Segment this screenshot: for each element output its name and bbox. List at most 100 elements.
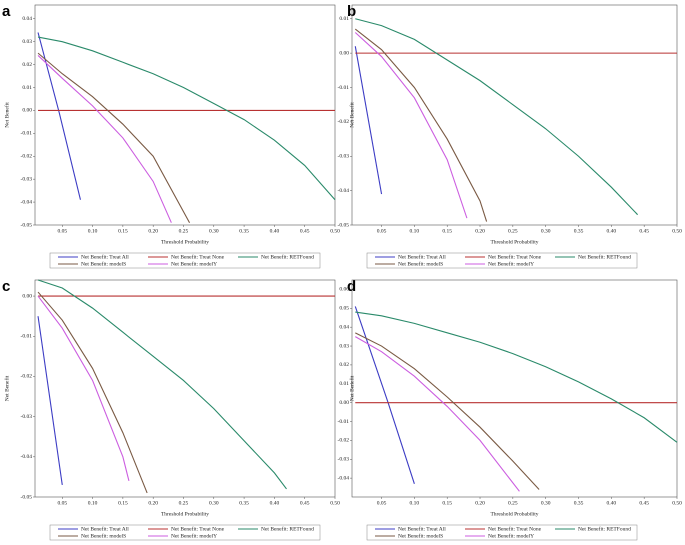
legend-label: Net Benefit: Treat All [81, 525, 129, 532]
x-tick-label: 0.35 [574, 500, 584, 506]
legend-label: Net Benefit: RETFound [261, 253, 314, 260]
y-axis-label: Net Benefit [3, 375, 10, 401]
x-tick-label: 0.40 [270, 500, 280, 506]
x-tick-label: 0.15 [442, 500, 452, 506]
y-tick-label: 0.04 [339, 324, 349, 330]
legend-label: Net Benefit: modelS [81, 532, 126, 539]
legend-label: Net Benefit: Treat All [81, 253, 129, 260]
x-tick-label: 0.45 [639, 500, 649, 506]
legend-label: Net Benefit: RETFound [261, 525, 314, 532]
legend-label: Net Benefit: modelY [171, 532, 217, 539]
y-tick-label: 0.02 [22, 62, 32, 68]
legend-label: Net Benefit: Treat None [171, 253, 225, 260]
x-tick-label: 0.15 [118, 228, 128, 234]
x-tick-label: 0.05 [57, 500, 67, 506]
y-tick-label: -0.03 [21, 176, 33, 182]
y-tick-label: 0.06 [339, 287, 349, 293]
legend-label: Net Benefit: modelY [171, 260, 217, 267]
x-tick-label: 0.45 [300, 500, 310, 506]
x-tick-label: 0.35 [239, 500, 249, 506]
y-tick-label: 0.05 [339, 306, 349, 312]
y-tick-label: 0.02 [339, 362, 349, 368]
series-line [37, 279, 287, 490]
legend-label: Net Benefit: modelS [398, 532, 443, 539]
x-tick-label: 0.30 [209, 500, 219, 506]
legend-box [49, 252, 321, 269]
series-line [37, 295, 130, 482]
x-tick-label: 0.10 [410, 500, 420, 506]
x-tick-label: 0.40 [270, 228, 280, 234]
y-tick-label: 0.00 [22, 293, 32, 299]
x-axis-label: Threshold Probability [490, 511, 538, 517]
x-tick-label: 0.50 [672, 228, 682, 234]
series-line [354, 28, 488, 222]
y-tick-label: 0.04 [22, 16, 32, 22]
series-line [37, 32, 81, 200]
y-tick-label: 0.03 [339, 343, 349, 349]
y-tick-label: -0.01 [338, 85, 350, 91]
x-tick-label: 0.15 [118, 500, 128, 506]
legend-label: Net Benefit: Treat All [398, 525, 446, 532]
y-tick-label: -0.03 [338, 154, 350, 160]
y-tick-label: -0.03 [338, 457, 350, 463]
y-tick-label: -0.04 [338, 188, 350, 194]
x-tick-label: 0.10 [88, 228, 98, 234]
x-tick-label: 0.20 [148, 500, 158, 506]
legend-box [366, 252, 638, 269]
y-tick-label: 0.01 [339, 16, 349, 22]
y-tick-label: 0.01 [339, 381, 349, 387]
y-tick-label: -0.02 [21, 154, 33, 160]
y-tick-label: -0.02 [338, 119, 350, 125]
plot-frame [351, 4, 678, 226]
x-tick-label: 0.25 [508, 228, 518, 234]
legend-label: Net Benefit: Treat None [488, 253, 542, 260]
x-tick-label: 0.20 [148, 228, 158, 234]
y-tick-label: -0.04 [338, 475, 350, 481]
y-tick-label: 0.00 [339, 50, 349, 56]
x-tick-label: 0.30 [541, 500, 551, 506]
x-tick-label: 0.15 [442, 228, 452, 234]
series-line [37, 291, 148, 494]
legend-label: Net Benefit: modelY [488, 532, 534, 539]
y-tick-label: -0.02 [338, 438, 350, 444]
panel-label: d [347, 278, 356, 295]
y-tick-label: -0.05 [21, 222, 33, 228]
x-tick-label: 0.45 [639, 228, 649, 234]
y-axis-label: Net Benefit [348, 102, 355, 128]
y-axis-label: Net Benefit [348, 375, 355, 401]
y-tick-label: -0.05 [338, 222, 350, 228]
y-tick-label: -0.05 [21, 494, 33, 500]
x-tick-label: 0.50 [672, 500, 682, 506]
x-tick-label: 0.10 [410, 228, 420, 234]
x-tick-label: 0.40 [607, 500, 617, 506]
legend-box [366, 524, 638, 541]
y-tick-label: 0.00 [22, 108, 32, 114]
series-line [355, 18, 639, 216]
plot-frame [34, 279, 336, 498]
x-tick-label: 0.20 [475, 228, 485, 234]
x-tick-label: 0.30 [541, 228, 551, 234]
plot-frame [351, 279, 678, 498]
x-axis-label: Threshold Probability [161, 511, 209, 517]
y-tick-label: -0.01 [21, 131, 33, 137]
y-tick-label: -0.04 [21, 454, 33, 460]
x-tick-label: 0.50 [330, 500, 340, 506]
series-line [37, 316, 63, 486]
legend-label: Net Benefit: Treat All [398, 253, 446, 260]
y-tick-label: 0.03 [22, 39, 32, 45]
legend-label: Net Benefit: modelS [81, 260, 126, 267]
series-line [355, 332, 540, 490]
panel-label: c [2, 278, 10, 295]
x-tick-label: 0.40 [607, 228, 617, 234]
y-tick-label: -0.02 [21, 374, 33, 380]
y-axis-label: Net Benefit [3, 102, 10, 128]
y-tick-label: -0.04 [21, 199, 33, 205]
series-line [355, 336, 520, 492]
legend-box [49, 524, 321, 541]
x-tick-label: 0.20 [475, 500, 485, 506]
x-tick-label: 0.05 [57, 228, 67, 234]
x-tick-label: 0.45 [300, 228, 310, 234]
x-axis-label: Threshold Probability [161, 239, 209, 245]
y-tick-label: -0.01 [21, 334, 33, 340]
